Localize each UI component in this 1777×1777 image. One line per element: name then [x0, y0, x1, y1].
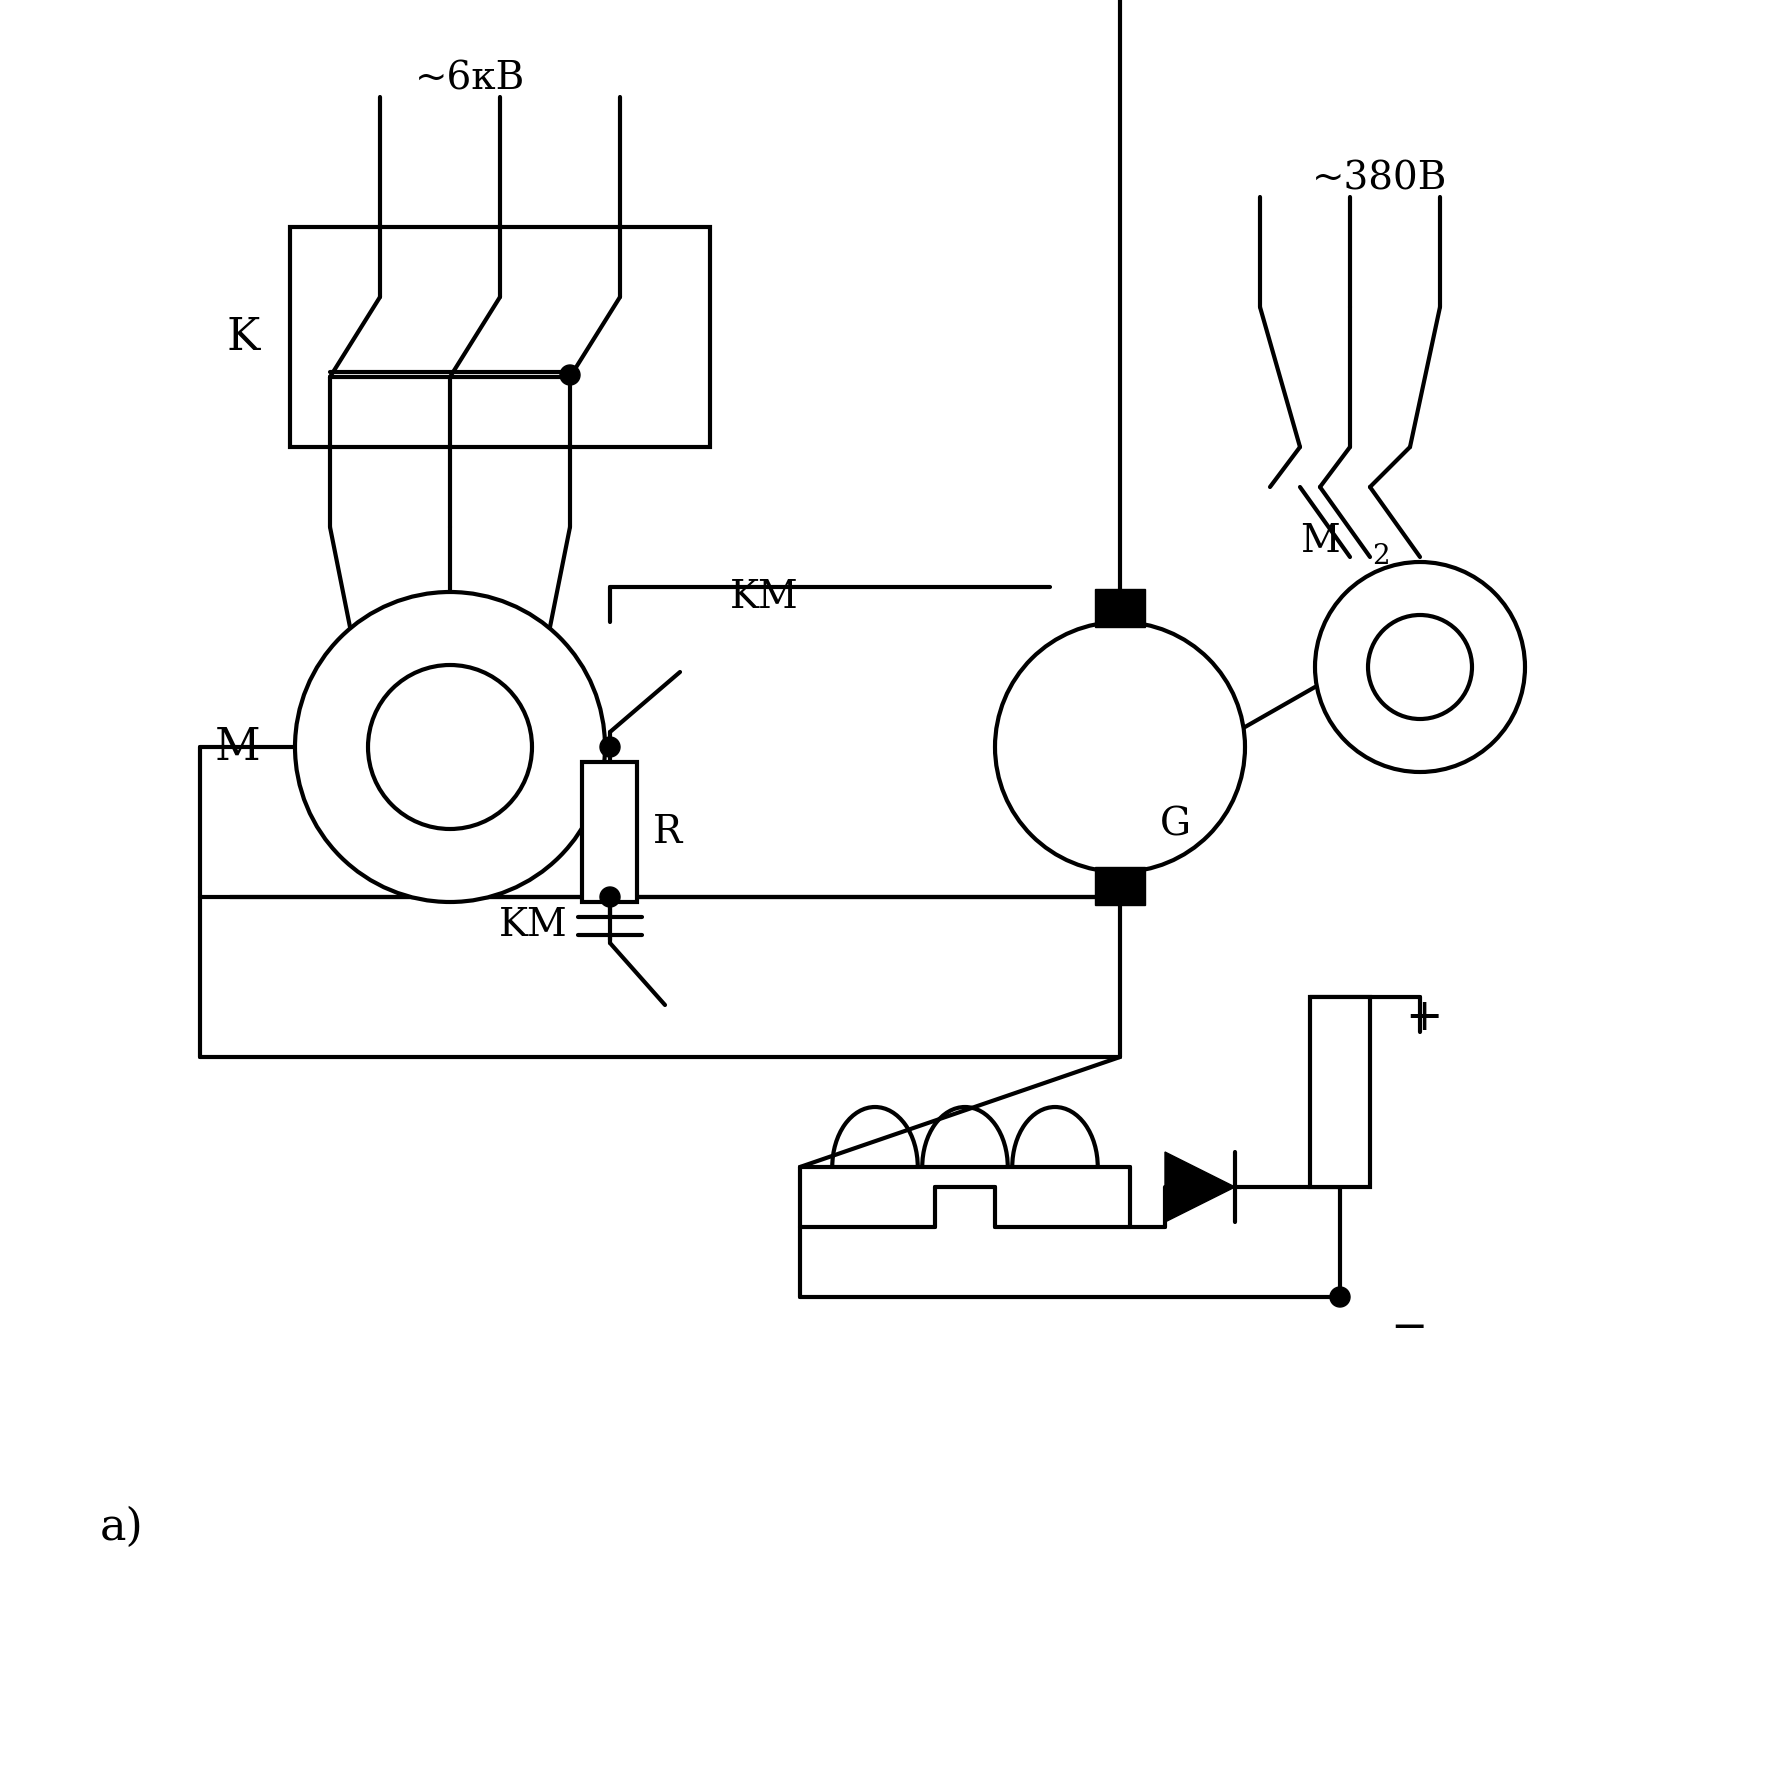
Circle shape: [560, 364, 579, 386]
Circle shape: [995, 622, 1246, 873]
Bar: [1095, 867, 1144, 904]
Text: M: M: [1301, 524, 1340, 560]
Text: KM: KM: [499, 908, 567, 945]
Circle shape: [1329, 1287, 1351, 1308]
Bar: [1310, 997, 1370, 1187]
Text: ~380B: ~380B: [1311, 160, 1448, 197]
Circle shape: [1368, 615, 1471, 720]
Circle shape: [295, 592, 604, 903]
Text: +: +: [1406, 995, 1443, 1038]
Text: R: R: [652, 814, 682, 851]
Text: K: K: [227, 315, 259, 359]
Text: a): a): [100, 1505, 144, 1548]
Text: G: G: [1160, 807, 1191, 844]
Circle shape: [368, 665, 531, 830]
Circle shape: [1315, 562, 1525, 771]
Circle shape: [601, 887, 620, 906]
Bar: [290, 227, 711, 448]
Bar: [1095, 588, 1144, 627]
Text: KM: KM: [730, 579, 798, 615]
Text: −: −: [1390, 1306, 1427, 1349]
Bar: [583, 762, 638, 903]
Circle shape: [601, 737, 620, 757]
Text: M: M: [215, 725, 259, 769]
Text: 2: 2: [1372, 544, 1390, 570]
Text: ~6кB: ~6кB: [414, 60, 526, 98]
Polygon shape: [1166, 1151, 1235, 1223]
